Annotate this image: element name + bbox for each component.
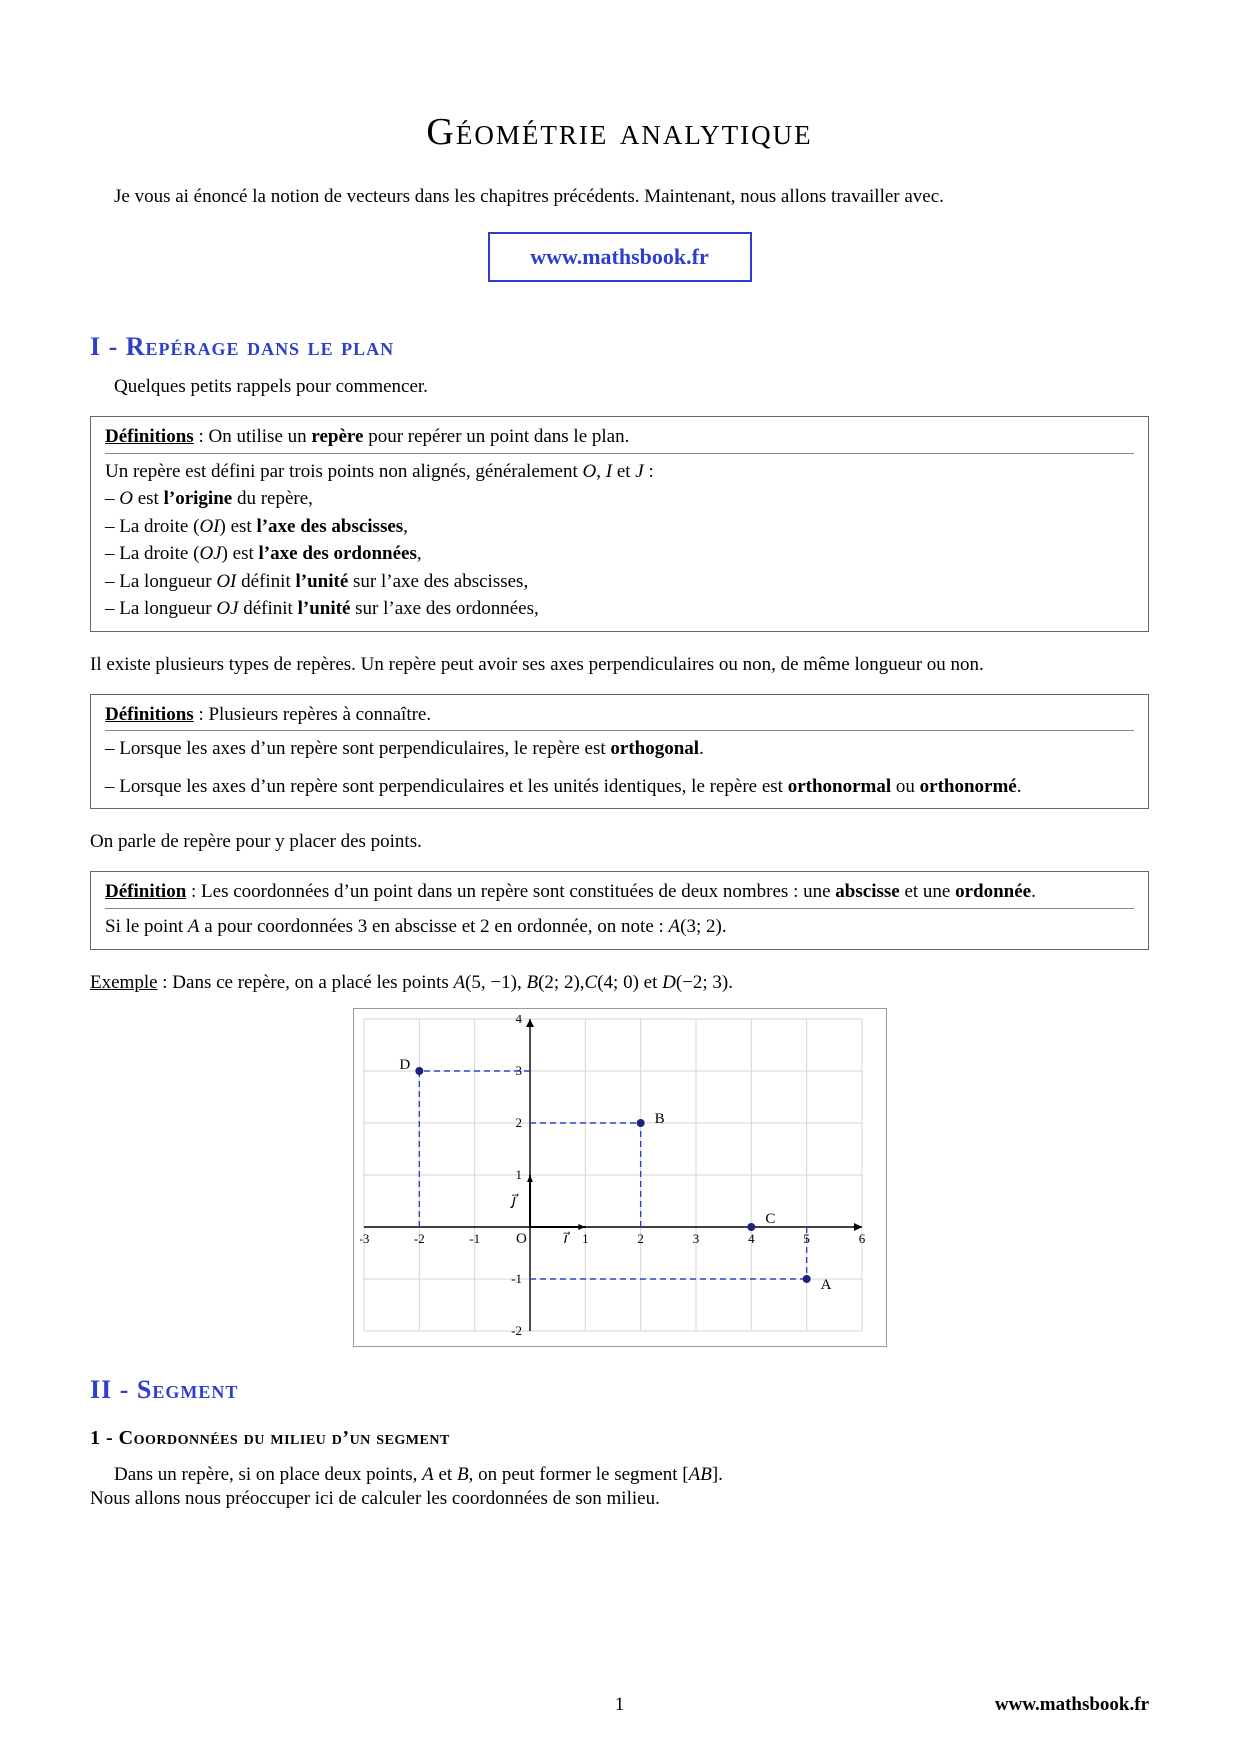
svg-text:-3: -3 xyxy=(360,1231,369,1246)
definition-box-2: Définitions : Plusieurs repères à connaî… xyxy=(90,694,1149,810)
defbox1-rest: : On utilise un xyxy=(194,426,312,447)
defbox2-rest: : Plusieurs repères à connaître. xyxy=(194,704,431,725)
d2i2e: . xyxy=(1017,776,1022,797)
defbox1-l2b: et xyxy=(612,461,635,482)
svg-text:1: 1 xyxy=(515,1167,522,1182)
svg-text:O: O xyxy=(516,1231,527,1247)
intro-paragraph: Je vous ai énoncé la notion de vecteurs … xyxy=(90,186,1149,208)
defbox3-line1: Définition : Les coordonnées d’un point … xyxy=(105,878,1134,906)
defbox2-separator xyxy=(105,730,1134,731)
d3a: : Les coordonnées d’un point dans un rep… xyxy=(186,881,835,902)
list-item: Lorsque les axes d’un repère sont perpen… xyxy=(105,735,1134,763)
svg-text:B: B xyxy=(654,1111,664,1127)
example-label: Exemple xyxy=(90,972,158,993)
d2i1c: . xyxy=(699,738,704,759)
section2-p1: Dans un repère, si on place deux points,… xyxy=(90,1464,1149,1486)
svg-text:-1: -1 xyxy=(511,1271,522,1286)
section-2-heading: II - Segment xyxy=(90,1375,1149,1405)
d3d: ordonnée xyxy=(955,881,1031,902)
svg-text:6: 6 xyxy=(858,1231,865,1246)
chart-svg: -3-2-1123456-2-11234Oı⃗ȷ⃗ABCD xyxy=(360,1015,866,1335)
d3c: et une xyxy=(900,881,955,902)
d3b: abscisse xyxy=(835,881,899,902)
section-2-subheading: 1 - Coordonnées du milieu d’un segment xyxy=(90,1427,1149,1450)
defbox3-line2: Si le point A a pour coordonnées 3 en ab… xyxy=(105,913,1134,941)
example-rest: : Dans ce repère, on a placé les points … xyxy=(158,972,733,993)
section1-midtext2: On parle de repère pour y placer des poi… xyxy=(90,831,1149,853)
page: Géométrie analytique Je vous ai énoncé l… xyxy=(0,0,1239,1754)
d2i1a: Lorsque les axes d’un repère sont perpen… xyxy=(119,738,610,759)
page-number: 1 xyxy=(615,1694,625,1716)
coordinate-chart: -3-2-1123456-2-11234Oı⃗ȷ⃗ABCD xyxy=(353,1008,887,1347)
list-item: La longueur OJ définit l’unité sur l’axe… xyxy=(105,595,1134,623)
svg-text:4: 4 xyxy=(515,1015,522,1026)
svg-text:2: 2 xyxy=(515,1115,522,1130)
defbox1-separator xyxy=(105,453,1134,454)
website-link-text: www.mathsbook.fr xyxy=(530,244,708,269)
d3e: . xyxy=(1031,881,1036,902)
svg-text:C: C xyxy=(765,1211,775,1227)
defbox1-l2a: Un repère est défini par trois points no… xyxy=(105,461,583,482)
defbox1-end: pour repérer un point dans le plan. xyxy=(363,426,629,447)
defbox1-title: Définitions xyxy=(105,426,194,447)
d2i1b: orthogonal xyxy=(610,738,699,759)
d2i2a: Lorsque les axes d’un repère sont perpen… xyxy=(119,776,787,797)
definition-box-1: Définitions : On utilise un repère pour … xyxy=(90,416,1149,632)
d2i2c: ou xyxy=(891,776,920,797)
page-title: Géométrie analytique xyxy=(90,110,1149,154)
defbox2-list2: Lorsque les axes d’un repère sont perpen… xyxy=(105,773,1134,801)
defbox1-line2: Un repère est défini par trois points no… xyxy=(105,458,1134,486)
list-item: La droite (OJ) est l’axe des ordonnées, xyxy=(105,540,1134,568)
svg-text:D: D xyxy=(399,1057,410,1073)
svg-text:-1: -1 xyxy=(469,1231,480,1246)
defbox2-line1: Définitions : Plusieurs repères à connaî… xyxy=(105,701,1134,729)
svg-text:3: 3 xyxy=(692,1231,699,1246)
section-1-lead: Quelques petits rappels pour commencer. xyxy=(90,376,1149,398)
d2i2d: orthonormé xyxy=(920,776,1017,797)
footer-site: www.mathsbook.fr xyxy=(995,1694,1149,1716)
defbox1-l2c: : xyxy=(644,461,654,482)
example-line: Exemple : Dans ce repère, on a placé les… xyxy=(90,972,1149,994)
list-item: La longueur OI définit l’unité sur l’axe… xyxy=(105,568,1134,596)
spacer xyxy=(105,763,1134,773)
list-item: O est l’origine du repère, xyxy=(105,485,1134,513)
website-link-box[interactable]: www.mathsbook.fr xyxy=(488,232,752,282)
defbox3-separator xyxy=(105,908,1134,909)
defbox1-J: J xyxy=(635,461,643,482)
svg-text:-2: -2 xyxy=(511,1323,522,1335)
svg-text:1: 1 xyxy=(582,1231,589,1246)
list-item: La droite (OI) est l’axe des abscisses, xyxy=(105,513,1134,541)
svg-text:-2: -2 xyxy=(413,1231,424,1246)
defbox1-list: O est l’origine du repère, La droite (OI… xyxy=(105,485,1134,623)
section-1-heading: I - Repérage dans le plan xyxy=(90,332,1149,362)
svg-text:A: A xyxy=(820,1277,831,1293)
section1-midtext: Il existe plusieurs types de repères. Un… xyxy=(90,654,1149,676)
defbox1-bold: repère xyxy=(311,426,363,447)
defbox1-line1: Définitions : On utilise un repère pour … xyxy=(105,423,1134,451)
svg-text:2: 2 xyxy=(637,1231,644,1246)
defbox1-O: O xyxy=(583,461,597,482)
d2i2b: orthonormal xyxy=(788,776,891,797)
defbox3-title: Définition xyxy=(105,881,186,902)
defbox2-list: Lorsque les axes d’un repère sont perpen… xyxy=(105,735,1134,763)
defbox2-title: Définitions xyxy=(105,704,194,725)
definition-box-3: Définition : Les coordonnées d’un point … xyxy=(90,871,1149,949)
section2-p2: Nous allons nous préoccuper ici de calcu… xyxy=(90,1488,1149,1510)
list-item: Lorsque les axes d’un repère sont perpen… xyxy=(105,773,1134,801)
svg-text:4: 4 xyxy=(748,1231,755,1246)
